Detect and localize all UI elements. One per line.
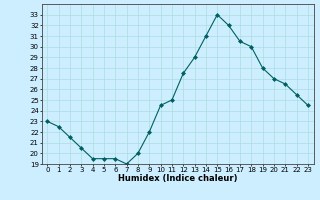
X-axis label: Humidex (Indice chaleur): Humidex (Indice chaleur) <box>118 174 237 183</box>
